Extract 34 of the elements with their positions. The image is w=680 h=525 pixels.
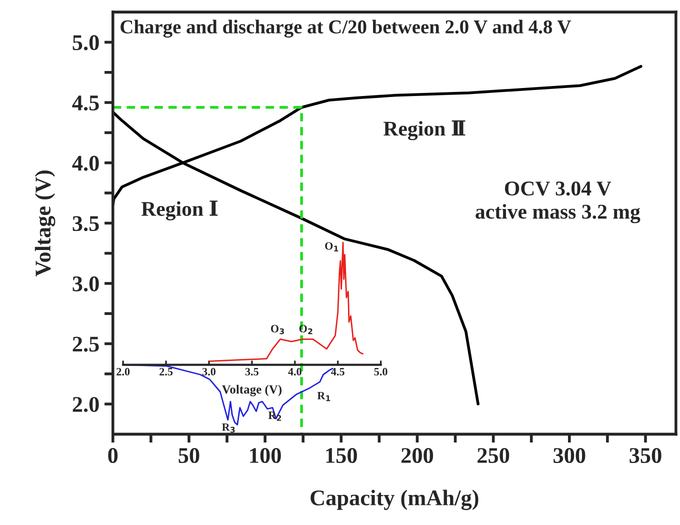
x-tick-label: 300 <box>554 448 586 464</box>
annotation: O$_{3}$ <box>270 324 284 334</box>
x-axis-title: Voltage (V) <box>222 384 282 396</box>
x-tick-label: 150 <box>326 448 357 464</box>
x-tick-label: 4.0 <box>288 368 302 376</box>
y-tick-label: 4.0 <box>72 156 99 171</box>
x-tick-label: 3.0 <box>202 368 216 376</box>
y-tick-label: 4.5 <box>72 96 99 111</box>
y-tick-label: 2.0 <box>72 396 99 412</box>
x-tick-label: 5.0 <box>374 368 388 376</box>
x-tick-label: 100 <box>250 448 281 464</box>
y-tick-label: 3.5 <box>72 216 99 232</box>
y-tick-label: 5.0 <box>72 35 99 50</box>
y-tick-label: 3.0 <box>72 276 99 292</box>
annotation: OCV 3.04 V active mass 3.2 mg <box>476 181 640 224</box>
x-tick-label: 4.5 <box>331 368 344 376</box>
x-tick-label: 2.0 <box>116 368 130 376</box>
x-tick-label: 3.5 <box>245 368 258 376</box>
x-axis-title: Capacity (mAh/g) <box>310 490 478 510</box>
x-tick-label: 50 <box>178 448 200 464</box>
annotation: O$_{1}$ <box>325 242 338 252</box>
annotation: R$_{1}$ <box>317 392 330 402</box>
x-tick-label: 0 <box>108 448 118 464</box>
annotation: Region Ⅱ <box>383 120 466 140</box>
annotation: Region Ⅰ <box>141 200 218 220</box>
y-tick-label: 2.5 <box>72 336 99 352</box>
chart-title: Charge and discharge at C/20 between 2.0 V and 4.8 V <box>120 20 572 38</box>
x-tick-label: 250 <box>478 448 510 464</box>
annotation: R$_{3}$ <box>222 423 235 433</box>
annotation: O$_{2}$ <box>299 324 312 334</box>
y-axis-title: Voltage (V) <box>34 170 56 276</box>
x-tick-label: 200 <box>401 448 434 464</box>
x-tick-label: 2.5 <box>160 368 173 376</box>
x-tick-label: 350 <box>630 448 662 464</box>
